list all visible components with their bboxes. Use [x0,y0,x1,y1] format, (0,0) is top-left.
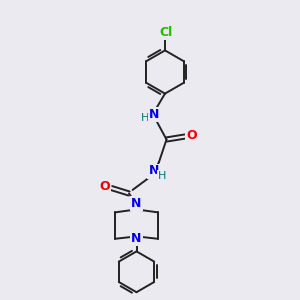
Text: N: N [131,197,142,210]
Text: N: N [131,232,142,245]
Text: O: O [100,180,110,193]
Text: N: N [148,164,159,178]
Text: O: O [186,129,197,142]
Text: Cl: Cl [159,26,172,39]
Text: N: N [149,108,160,122]
Text: H: H [141,113,150,123]
Text: H: H [158,171,166,181]
